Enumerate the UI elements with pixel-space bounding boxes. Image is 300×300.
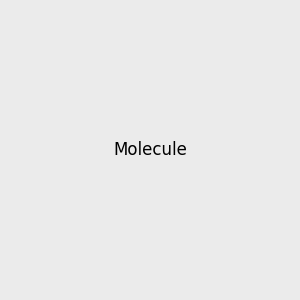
Text: Molecule: Molecule [113, 141, 187, 159]
